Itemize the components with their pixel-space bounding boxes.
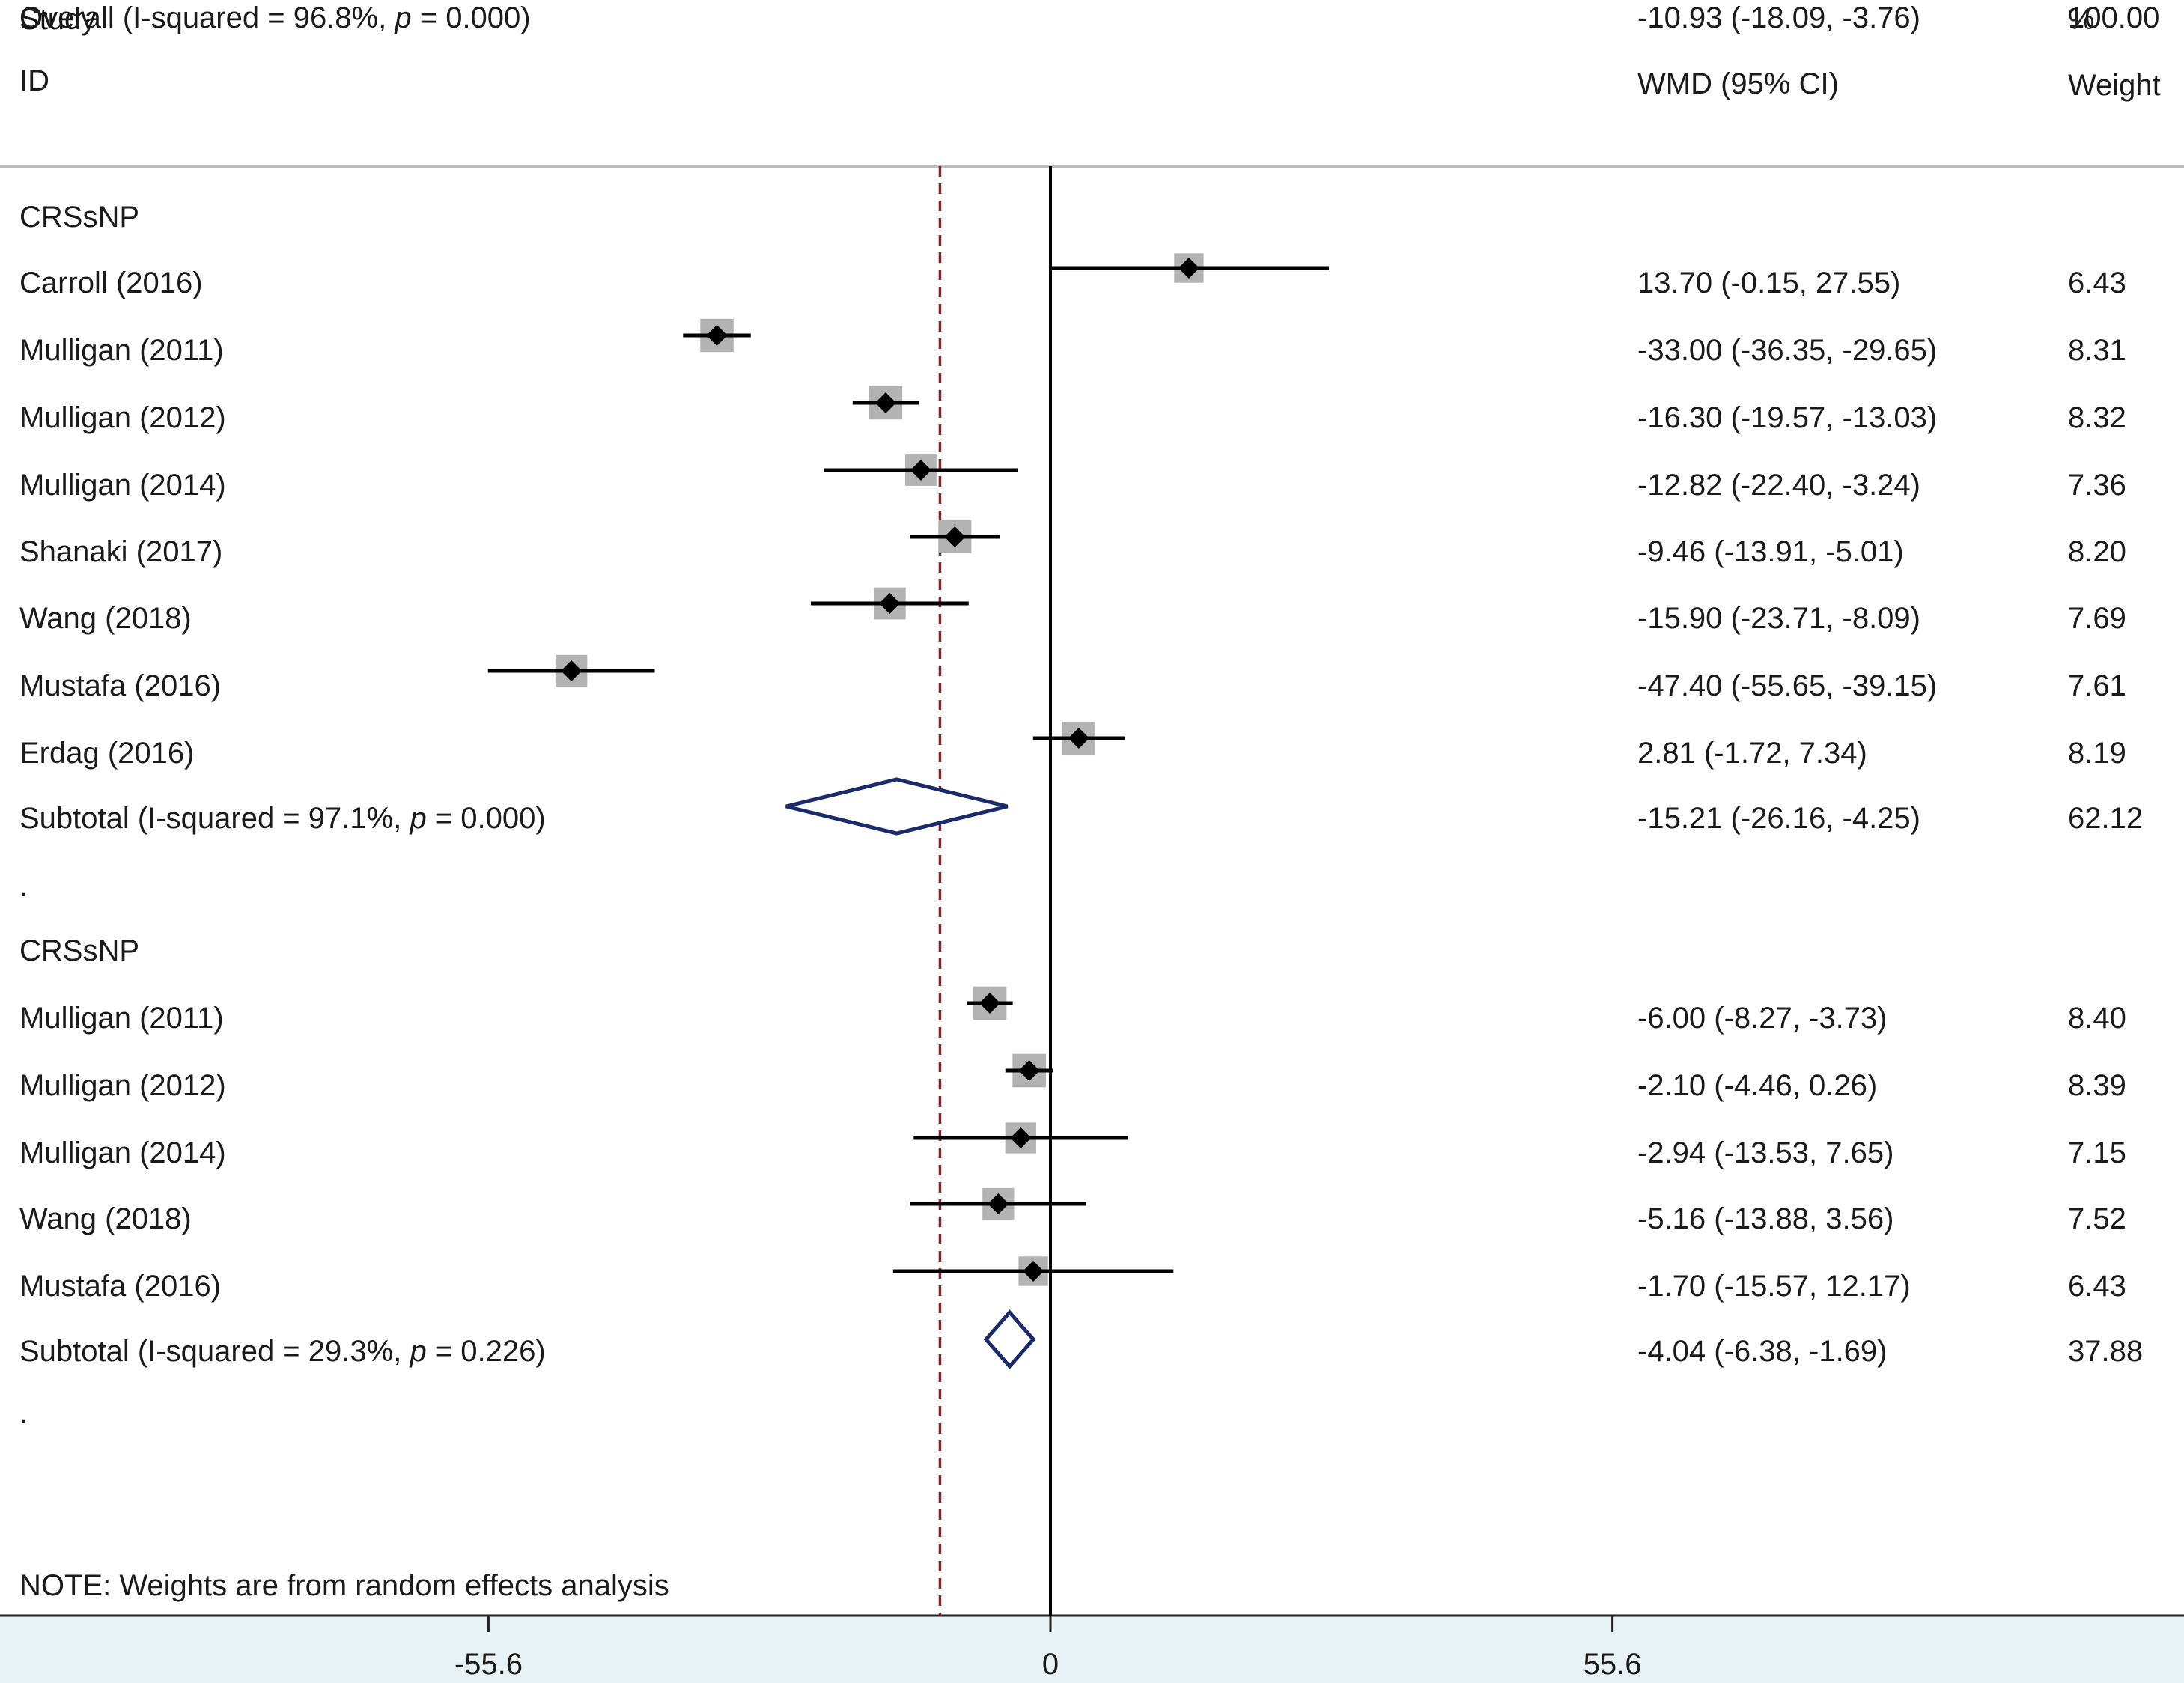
study-label: Mustafa (2016) bbox=[19, 669, 222, 702]
study-ci-text: -47.40 (-55.65, -39.15) bbox=[1637, 669, 1938, 702]
study-label: Mulligan (2011) bbox=[19, 1002, 224, 1035]
study-weight: 8.19 bbox=[2068, 737, 2126, 770]
study-weight: 7.36 bbox=[2068, 469, 2126, 502]
study-ci-text: -9.46 (-13.91, -5.01) bbox=[1637, 535, 1904, 568]
subtotal-diamond bbox=[983, 1309, 1036, 1369]
header-study: Study bbox=[19, 3, 97, 36]
study-label: Shanaki (2017) bbox=[19, 535, 223, 568]
study-ci-text: -16.30 (-19.57, -13.03) bbox=[1637, 401, 1938, 434]
header-weight: Weight bbox=[2068, 69, 2161, 102]
subtotal-ci-text: -15.21 (-26.16, -4.25) bbox=[1637, 802, 1920, 835]
study-ci-text: 13.70 (-0.15, 27.55) bbox=[1637, 267, 1901, 299]
x-tick-label: 0 bbox=[1042, 1648, 1059, 1681]
subtotal-weight: 37.88 bbox=[2068, 1335, 2144, 1368]
study-weight: 7.15 bbox=[2068, 1136, 2126, 1169]
study-weight: 7.52 bbox=[2068, 1202, 2126, 1235]
study-ci-text: -2.10 (-4.46, 0.26) bbox=[1637, 1069, 1878, 1102]
study-label: Mulligan (2012) bbox=[19, 401, 226, 434]
study-label: Mulligan (2014) bbox=[19, 469, 226, 502]
study-ci-text: -33.00 (-36.35, -29.65) bbox=[1637, 334, 1938, 367]
study-label: Mulligan (2014) bbox=[19, 1136, 226, 1169]
axis-band bbox=[0, 1616, 2184, 1683]
header-percent: % bbox=[2068, 3, 2095, 36]
study-weight: 8.40 bbox=[2068, 1002, 2126, 1035]
study-ci-text: -1.70 (-15.57, 12.17) bbox=[1637, 1270, 1911, 1303]
study-weight: 8.31 bbox=[2068, 334, 2126, 367]
subtotal-ci-text: -4.04 (-6.38, -1.69) bbox=[1637, 1335, 1888, 1368]
overall-weight: 100.00 bbox=[2068, 1, 2160, 34]
x-tick-label: -55.6 bbox=[454, 1648, 523, 1681]
study-weight: 8.39 bbox=[2068, 1069, 2126, 1102]
study-ci-text: -12.82 (-22.40, -3.24) bbox=[1637, 469, 1920, 502]
subtotal-label: Subtotal (I-squared = 97.1%, p = 0.000) bbox=[19, 802, 546, 835]
subtotal-diamond bbox=[785, 777, 1009, 836]
study-ci-text: -2.94 (-13.53, 7.65) bbox=[1637, 1136, 1894, 1169]
study-weight: 6.43 bbox=[2068, 1270, 2126, 1303]
study-ci-text: -15.90 (-23.71, -8.09) bbox=[1637, 602, 1920, 635]
point-estimate bbox=[1010, 1127, 1032, 1148]
study-label: Mustafa (2016) bbox=[19, 1270, 222, 1303]
study-label: Carroll (2016) bbox=[19, 267, 203, 299]
study-label: Wang (2018) bbox=[19, 602, 192, 635]
point-estimate bbox=[706, 325, 728, 346]
study-weight: 8.20 bbox=[2068, 535, 2126, 568]
study-weight: 7.61 bbox=[2068, 669, 2126, 702]
overall-ci-text: -10.93 (-18.09, -3.76) bbox=[1637, 1, 1920, 34]
point-estimate bbox=[874, 392, 896, 413]
header-id: ID bbox=[19, 64, 49, 97]
study-label: Mulligan (2011) bbox=[19, 334, 224, 367]
subtotal-weight: 62.12 bbox=[2068, 802, 2144, 835]
study-ci-text: -6.00 (-8.27, -3.73) bbox=[1637, 1002, 1888, 1035]
point-estimate bbox=[1023, 1261, 1044, 1282]
study-weight: 7.69 bbox=[2068, 602, 2126, 635]
point-estimate bbox=[988, 1193, 1009, 1214]
study-label: Erdag (2016) bbox=[19, 737, 195, 770]
study-weight: 8.32 bbox=[2068, 401, 2126, 434]
overall-label: Overall (I-squared = 96.8%, p = 0.000) bbox=[19, 1, 531, 34]
spacer-dot: . bbox=[19, 870, 28, 903]
point-estimate bbox=[979, 993, 1000, 1014]
study-ci-text: -5.16 (-13.88, 3.56) bbox=[1637, 1202, 1894, 1235]
header-effect: WMD (95% CI) bbox=[1637, 67, 1839, 100]
x-tick-label: 55.6 bbox=[1584, 1648, 1642, 1681]
note-text: NOTE: Weights are from random effects an… bbox=[19, 1569, 669, 1602]
point-estimate bbox=[1178, 258, 1199, 279]
study-ci-text: 2.81 (-1.72, 7.34) bbox=[1637, 737, 1867, 770]
study-weight: 6.43 bbox=[2068, 267, 2126, 299]
point-estimate bbox=[879, 593, 901, 614]
point-estimate bbox=[1068, 728, 1089, 749]
group-label: CRSsNP bbox=[19, 934, 140, 967]
study-label: Wang (2018) bbox=[19, 1202, 192, 1235]
point-estimate bbox=[910, 460, 931, 481]
group-label: CRSsNP bbox=[19, 201, 140, 234]
point-estimate bbox=[1018, 1060, 1040, 1081]
point-estimate bbox=[944, 526, 966, 547]
study-label: Mulligan (2012) bbox=[19, 1069, 226, 1102]
spacer-dot: . bbox=[19, 1397, 28, 1430]
point-estimate bbox=[561, 660, 582, 681]
subtotal-label: Subtotal (I-squared = 29.3%, p = 0.226) bbox=[19, 1335, 546, 1368]
